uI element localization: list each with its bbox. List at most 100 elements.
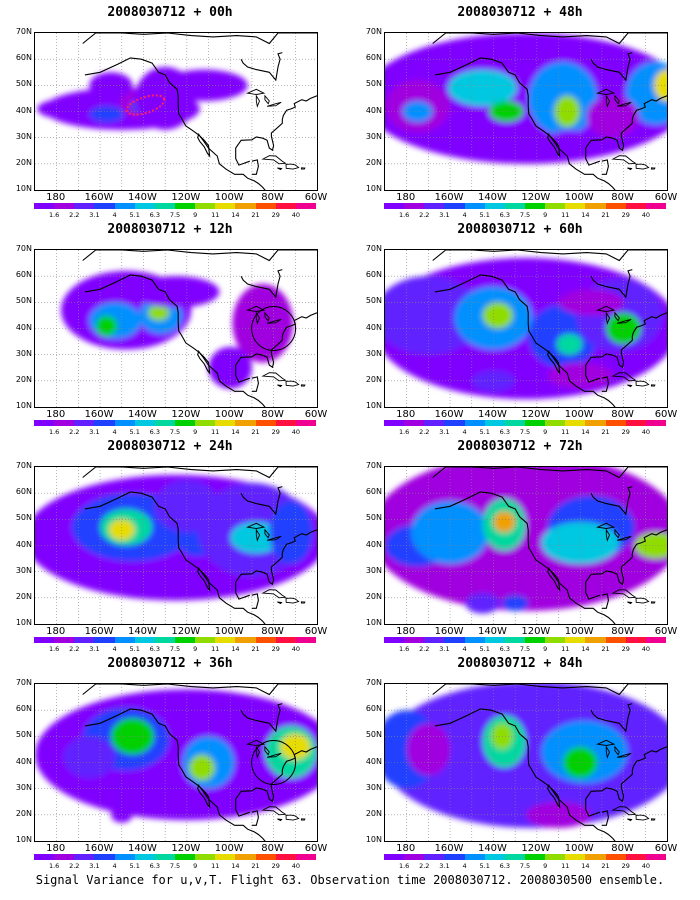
map-plot	[34, 466, 318, 625]
variance-contour	[160, 69, 248, 102]
map-panel-1: 2008030712 + 00h 70N 60N 50N 40N 30N 20N 10N 180…	[0, 2, 340, 219]
colorbar-swatch	[134, 854, 155, 860]
coastline	[255, 745, 261, 759]
colorbar-label: 5.1	[479, 428, 490, 436]
colorbar-swatch	[424, 420, 445, 426]
colorbar-swatch	[524, 854, 546, 860]
colorbar	[34, 203, 316, 209]
lat-tick-label: 60N	[365, 487, 382, 497]
variance-contour	[385, 684, 667, 828]
colorbar-swatch	[54, 420, 75, 426]
colorbar-label: 14	[581, 645, 590, 653]
colorbar-label: 1.6	[48, 211, 60, 219]
coastline	[434, 491, 561, 592]
variance-map	[35, 467, 317, 624]
lat-tick-label: 20N	[15, 374, 32, 384]
lat-tick-label: 50N	[15, 79, 32, 89]
panel-title: 2008030712 + 84h	[457, 656, 583, 671]
colorbar-swatch	[444, 203, 465, 209]
lat-tick-label: 50N	[365, 79, 382, 89]
coastline	[627, 384, 633, 388]
colorbar-label: 5.1	[479, 211, 490, 219]
lon-tick-label: 180	[46, 626, 66, 637]
lon-tick-label: 60W	[654, 843, 678, 854]
coastline	[285, 163, 300, 170]
colorbar-swatch	[565, 637, 586, 643]
colorbar-swatch	[154, 420, 175, 426]
variance-contour	[63, 736, 116, 779]
variance-contour	[402, 101, 433, 122]
colorbar-label: 21	[251, 645, 260, 653]
coastline	[235, 95, 317, 166]
coastline	[251, 593, 259, 609]
colorbar-label: 21	[601, 862, 610, 870]
lon-tick-label: 60W	[654, 626, 678, 637]
coastline	[596, 88, 616, 95]
colorbar-swatch	[34, 637, 55, 643]
colorbar	[34, 854, 316, 860]
lat-tick-label: 10N	[365, 184, 382, 193]
colorbar-label: 11	[211, 211, 220, 219]
coastline	[277, 818, 283, 822]
lon-tick-label: 160W	[434, 843, 464, 854]
colorbar-label: 14	[231, 862, 240, 870]
panel-title: 2008030712 + 24h	[107, 439, 233, 454]
colorbar-swatch	[255, 854, 276, 860]
colorbar-label: 9	[543, 862, 548, 870]
colorbar-swatch	[195, 203, 216, 209]
coastline	[261, 372, 287, 382]
map-panel-6: 2008030712 + 72h 70N 60N 50N 40N 30N 20N 10N 180…	[350, 436, 690, 653]
lon-tick-label: 100W	[214, 843, 244, 854]
coastline	[266, 535, 282, 541]
lat-tick-label: 40N	[365, 105, 382, 115]
colorbar-swatch	[215, 854, 236, 860]
coastline	[585, 95, 667, 166]
colorbar-swatch	[444, 420, 465, 426]
variance-contour	[132, 276, 220, 308]
colorbar-swatch	[114, 420, 135, 426]
lon-tick-label: 80W	[611, 409, 634, 420]
colorbar-swatch	[524, 420, 546, 426]
colorbar-swatch	[134, 420, 155, 426]
lat-tick-label: 70N	[15, 678, 32, 687]
colorbar-swatch	[645, 854, 666, 860]
variance-contour	[465, 592, 500, 614]
colorbar-swatch	[94, 637, 115, 643]
colorbar-label: 5.1	[129, 428, 140, 436]
colorbar-label: 2.2	[69, 211, 80, 219]
lat-tick-label: 20N	[15, 808, 32, 818]
coastline	[246, 522, 266, 529]
colorbar-swatch	[585, 203, 606, 209]
flight-track	[125, 94, 166, 116]
colorbar-swatch	[235, 854, 256, 860]
colorbar-swatch	[585, 854, 606, 860]
colorbar-swatch	[154, 203, 175, 209]
lat-tick-label: 30N	[15, 782, 32, 792]
coastline	[627, 167, 633, 171]
lat-tick-label: 40N	[365, 322, 382, 332]
colorbar-swatch	[295, 854, 316, 860]
colorbar-label: 11	[561, 211, 570, 219]
lon-tick-label: 160W	[84, 192, 114, 203]
colorbar-swatch	[504, 203, 525, 209]
colorbar-label: 40	[641, 428, 650, 436]
coastline	[605, 528, 611, 542]
colorbar-swatch	[524, 637, 546, 643]
lon-tick-label: 120W	[521, 626, 551, 637]
lat-tick-label: 20N	[365, 157, 382, 167]
coastline	[266, 752, 282, 758]
colorbar-label: 7.5	[169, 428, 181, 436]
lon-tick-label: 80W	[261, 626, 284, 637]
colorbar-label: 9	[543, 428, 548, 436]
colorbar-swatch	[524, 203, 546, 209]
colorbar-swatch	[384, 637, 405, 643]
colorbar-swatch	[545, 203, 566, 209]
variance-contour	[586, 95, 639, 138]
colorbar-swatch	[195, 854, 216, 860]
verification-region-circle	[251, 740, 297, 785]
colorbar-swatch	[154, 854, 175, 860]
colorbar-swatch	[384, 854, 405, 860]
colorbar-swatch	[295, 420, 316, 426]
colorbar-label: 1.6	[48, 645, 60, 653]
coastline	[611, 589, 637, 599]
